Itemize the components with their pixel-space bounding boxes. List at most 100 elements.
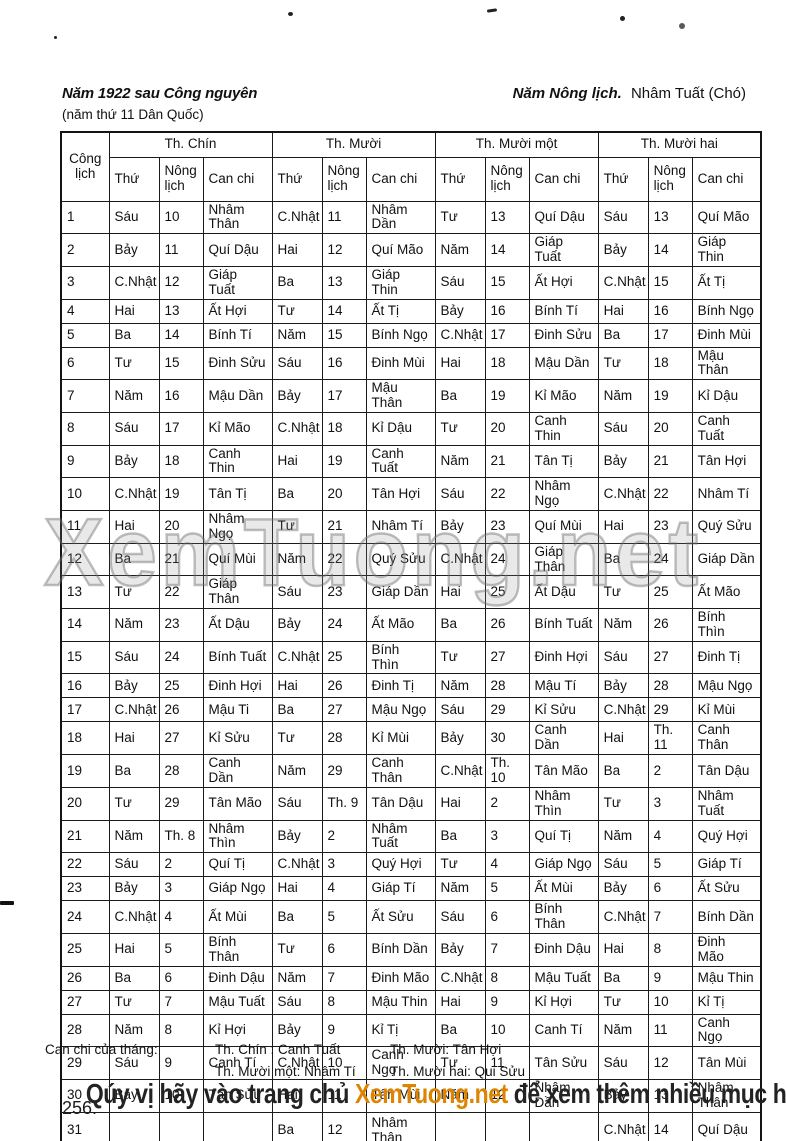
table-cell: 28 [158,754,204,788]
table-cell: Năm [434,444,486,479]
table-cell: Hai [271,673,323,699]
table-cell: 21 [647,444,693,479]
table-cell: Tư [108,989,160,1015]
footer-banner: Qúy vị hãy vào trang chủ XemTuong.net để… [0,1078,786,1110]
table-cell: 17 [484,322,530,348]
table-cell: Ba [434,608,486,642]
table-cell: Đinh Hợi [202,673,273,699]
table-cell: Mậu Ngọ [365,697,436,723]
table-cell: 3 [647,786,693,821]
table-cell: Ba [271,900,323,934]
table-cell: Tân Dậu [365,786,436,821]
table-cell: 17 [647,322,693,348]
table-cell: 20 [60,786,110,821]
table-cell: Ba [597,542,649,577]
table-row: 6 Tư 15 Đinh Sửu Sáu 16 Đinh Mùi Hai 18 Mậu Dần Tư… [60,346,762,381]
table-cell: 16 [647,298,693,324]
table-cell: Tân Hợi [691,444,762,479]
calendar-table: Công lịch Th. Chín Th. Mười Th. Mười một… [60,131,763,1141]
column-header-weekday: Thứ [108,156,160,202]
table-cell: Bính Dần [365,932,436,967]
table-cell: Hai [108,510,160,544]
table-cell: Đinh Hợi [528,640,599,675]
lunar-year-value: Nhâm Tuất (Chó) [630,85,746,102]
table-cell: Đinh Sửu [528,322,599,348]
table-cell: 13 [60,575,110,610]
table-row: 8 Sáu 17 Kỉ Mão C.Nhật 18 Kỉ Dậu Tư 20 Canh Thin S… [60,411,762,446]
table-cell: Năm [108,379,160,413]
table-cell: Mậu Tuất [528,965,599,991]
table-cell: 16 [321,346,367,381]
table-cell: Bảy [434,721,486,756]
table-cell: Sáu [434,477,486,511]
table-cell: 10 [158,1078,204,1113]
table-cell: 2 [158,852,204,878]
table-cell: 30 [60,1078,110,1113]
table-cell: 4 [321,876,367,902]
table-cell: Quý Hợi [365,852,436,878]
table-row: 23 Bảy 3 Giáp Ngọ Hai 4 Giáp Tí Năm 5 Ất Mùi Bảy 6 Ấ… [60,876,762,902]
table-cell: 19 [647,379,693,413]
table-cell: 15 [158,346,204,381]
table-cell: Ba [108,965,160,991]
table-cell: Ba [597,965,649,991]
table-cell: Năm [434,876,486,902]
table-cell: 31 [60,1111,110,1141]
table-cell: Bảy [597,673,649,699]
table-cell: Đinh Mão [691,932,762,967]
table-cell: 12 [484,1078,530,1113]
table-cell: Hai [597,932,649,967]
table-cell: Mậu Tuất [202,989,273,1015]
table-cell: 23 [484,510,530,544]
table-cell: 28 [647,673,693,699]
table-cell: Tư [597,989,649,1015]
table-cell: Tư [434,200,486,235]
table-cell: Tân Tị [528,444,599,479]
table-cell: Ba [108,542,160,577]
table-cell: 11 [321,1078,367,1113]
table-cell: 29 [647,697,693,723]
column-header-lunar-date: Nông lịch [484,156,530,202]
table-cell: Canh Ngọ [691,1013,762,1048]
table-cell: Mậu Dần [202,379,273,413]
column-header-canchi: Can chi [202,156,273,202]
table-cell: 17 [158,411,204,446]
table-cell: Giáp Tuất [528,233,599,267]
table-row: 18 Hai 27 Kỉ Sửu Tư 28 Kỉ Mùi Bảy 30 Canh Dần Hai T… [60,721,762,756]
table-cell: Tư [271,932,323,967]
column-header-canchi: Can chi [691,156,762,202]
table-cell: Quý Hợi [691,819,762,854]
table-cell: C.Nhật [108,477,160,511]
table-cell: 6 [484,900,530,934]
table-cell: 21 [484,444,530,479]
table-cell: 24 [60,900,110,934]
table-cell: 7 [647,900,693,934]
table-cell: Hai [271,444,323,479]
table-cell: Quí Tị [202,852,273,878]
table-cell: 16 [60,673,110,699]
table-row: 12 Ba 21 Quí Mùi Năm 22 Quý Sửu C.Nhật 24 Giáp Th… [60,542,762,577]
table-cell: Mậu Thân [365,379,436,413]
table-cell: Canh Thin [202,444,273,479]
table-cell: Năm [434,673,486,699]
table-cell: Sáu [434,265,486,300]
table-cell [202,1111,273,1141]
table-cell: 27 [321,697,367,723]
table-cell: 15 [484,265,530,300]
table-cell: 19 [321,444,367,479]
table-cell: 14 [484,233,530,267]
table-cell: Tư [434,411,486,446]
table-cell: Canh Thân [365,754,436,788]
table-cell: Năm [271,965,323,991]
table-cell: Giáp Thin [365,265,436,300]
table-cell: 28 [484,673,530,699]
table-row: 10 C.Nhật 19 Tân Tị Ba 20 Tân Hợi Sáu 22 Nhâm Ngọ… [60,477,762,511]
table-cell: Đinh Mão [365,965,436,991]
table-cell: 12 [321,1111,367,1141]
table-cell: Canh Ngọ [365,1046,436,1080]
table-cell: 29 [484,697,530,723]
table-cell: Tân Mão [528,754,599,788]
table-cell: Tư [434,640,486,675]
month-header: Th. Mười hai [597,131,762,158]
